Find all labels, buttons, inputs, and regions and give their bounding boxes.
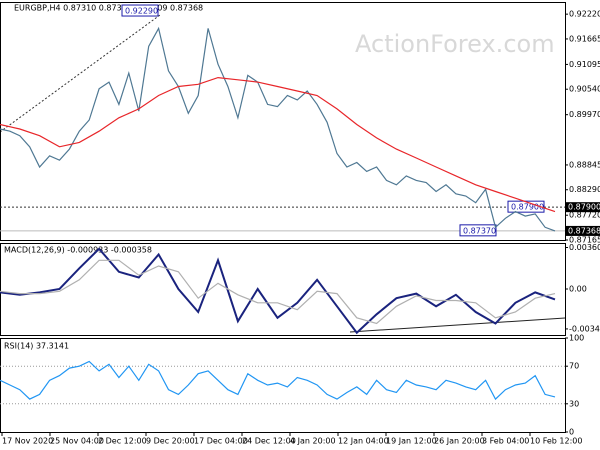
price-marker-box — [566, 225, 600, 236]
series-line — [0, 26, 556, 232]
y-tick-label: 30 — [569, 399, 579, 408]
macd-trend-line — [349, 317, 566, 333]
annotation-label: 0.87900 — [511, 203, 544, 212]
price-marker-box — [566, 202, 600, 213]
x-tick-label: 26 Jan 20:00 — [434, 437, 485, 446]
watermark: ActionForex.com — [355, 30, 555, 58]
x-tick-label: 24 Dec 12:00 — [242, 437, 296, 446]
price-marker-label: 0.87900 — [568, 203, 600, 212]
y-tick-label: 0.88290 — [569, 185, 600, 194]
series-line — [0, 76, 556, 213]
panel-frame — [0, 338, 566, 433]
y-tick-label: 70 — [569, 362, 579, 371]
x-tick-label: 12 Jan 04:00 — [338, 437, 389, 446]
x-tick-label: 10 Feb 12:00 — [530, 437, 582, 446]
x-tick-label: 17 Nov 2020 — [2, 437, 53, 446]
series-line — [0, 247, 556, 335]
rsi-title: RSI(14) 37.3141 — [4, 342, 69, 351]
series-line — [0, 259, 556, 325]
y-tick-label: 0.88845 — [569, 160, 600, 169]
x-tick-label: 19 Jan 12:00 — [386, 437, 437, 446]
price-title: EURGBP,H4 0.87310 0.87383 0.87309 0.8736… — [14, 4, 203, 13]
x-tick-label: 9 Dec 20:00 — [146, 437, 195, 446]
x-tick-label: 2 Dec 12:00 — [98, 437, 147, 446]
y-tick-label: 0.90540 — [569, 85, 600, 94]
y-tick-label: 0.003609 — [569, 243, 600, 252]
y-tick-label: 0.87720 — [569, 211, 600, 220]
y-tick-label: 0 — [569, 428, 574, 437]
y-tick-label: 100 — [569, 334, 584, 343]
macd-title: MACD(12,26,9) -0.000933 -0.000358 — [4, 246, 152, 255]
y-tick-label: 0.00 — [569, 285, 587, 294]
panel-frame — [0, 2, 566, 241]
y-tick-label: -0.003472 — [569, 324, 600, 333]
annotation-label: 0.87370 — [463, 226, 496, 235]
y-tick-label: 0.87165 — [569, 236, 600, 245]
trend-line — [0, 14, 161, 133]
annotation-box — [121, 4, 159, 17]
y-tick-label: 0.92220 — [569, 10, 600, 19]
y-tick-label: 0.91095 — [569, 60, 600, 69]
series-line — [0, 360, 556, 401]
x-tick-label: 3 Feb 04:00 — [482, 437, 529, 446]
annotation-box — [459, 224, 497, 237]
x-tick-label: 25 Nov 04:00 — [50, 437, 104, 446]
x-tick-label: 4 Jan 20:00 — [290, 437, 336, 446]
y-tick-label: 0.89970 — [569, 110, 600, 119]
x-tick-label: 17 Dec 04:00 — [194, 437, 248, 446]
y-tick-label: 0.91665 — [569, 34, 600, 43]
annotation-label: 0.92290 — [125, 7, 158, 16]
price-marker-label: 0.87368 — [568, 226, 600, 235]
